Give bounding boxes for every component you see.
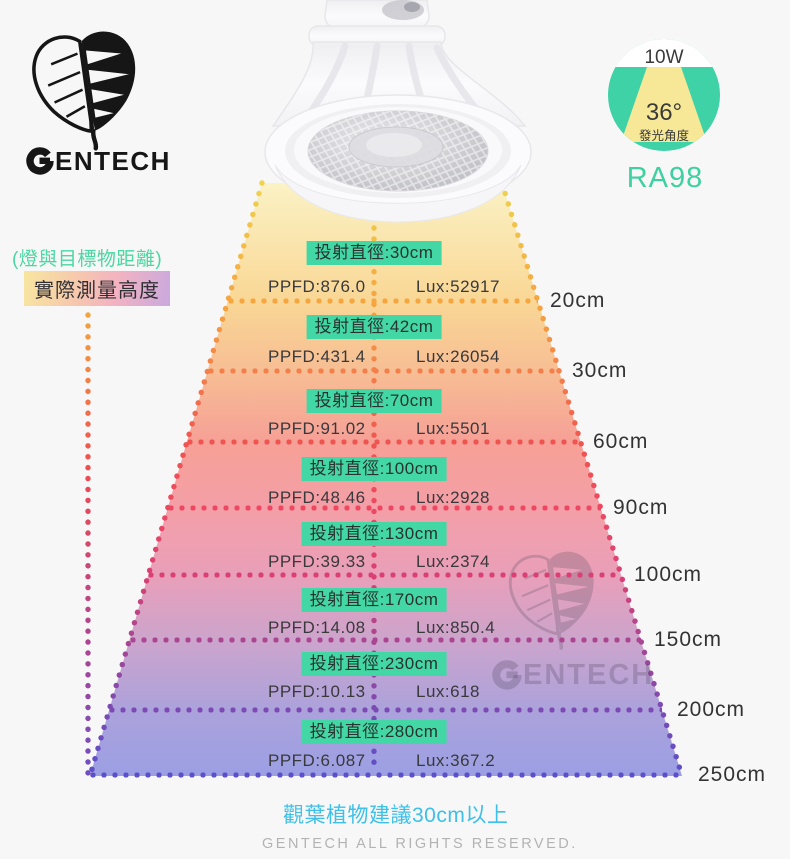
watermark-leaf-icon xyxy=(504,548,605,650)
cri-label: RA98 xyxy=(626,162,704,194)
lux-value: Lux:2374 xyxy=(416,552,490,571)
lux-value: Lux:5501 xyxy=(416,419,490,438)
distance-label: 250cm xyxy=(698,763,767,786)
advice-text: 觀葉植物建議30cm以上 xyxy=(283,804,509,827)
distance-label: 100cm xyxy=(634,563,703,586)
projection-diameter-badge: 投射直徑:130cm xyxy=(301,522,447,546)
led-bulb-illustration xyxy=(264,0,532,223)
brand-wordmark-text: ENTECH xyxy=(55,146,171,176)
distance-dotted-line xyxy=(148,572,621,578)
copyright-text: GENTECH ALL RIGHTS RESERVED. xyxy=(262,836,578,852)
spec-badge: 10W 36° 發光角度 xyxy=(608,38,720,151)
ppfd-value: PPFD:10.13 xyxy=(268,682,366,701)
ppfd-value: PPFD:876.0 xyxy=(268,277,366,296)
projection-diameter-badge: 投射直徑:70cm xyxy=(306,389,442,413)
distance-dotted-line xyxy=(168,505,601,511)
ppfd-value: PPFD:91.02 xyxy=(268,419,366,438)
lux-value: Lux:52917 xyxy=(416,277,500,296)
ppfd-value: PPFD:48.46 xyxy=(268,488,366,507)
lux-value: Lux:367.2 xyxy=(416,751,496,770)
projection-diameter-badge: 投射直徑:230cm xyxy=(301,652,447,676)
cone-left-edge-dotted-line xyxy=(87,180,265,779)
lux-value: Lux:850.4 xyxy=(416,618,496,637)
ppfd-value: PPFD:431.4 xyxy=(268,347,366,366)
distance-dotted-line xyxy=(187,439,581,445)
distance-label: 30cm xyxy=(572,359,628,382)
brand-wordmark: ENTECH xyxy=(26,147,171,175)
distance-label: 200cm xyxy=(677,698,746,721)
beam-angle-label: 發光角度 xyxy=(639,128,690,143)
lux-value: Lux:618 xyxy=(416,682,480,701)
distance-label: 20cm xyxy=(550,289,606,312)
wattage-label: 10W xyxy=(644,47,683,68)
projection-diameter-badge: 投射直徑:30cm xyxy=(306,241,442,265)
g-icon xyxy=(26,147,54,175)
projection-diameter-badge: 投射直徑:100cm xyxy=(301,457,447,481)
projection-diameter-badge: 投射直徑:42cm xyxy=(306,315,442,339)
beam-angle-value: 36° xyxy=(646,99,682,126)
lux-value: Lux:2928 xyxy=(416,488,490,507)
distance-dotted-line xyxy=(208,368,559,374)
ppfd-value: PPFD:6.087 xyxy=(268,751,366,770)
distance-note: (燈與目標物距離) xyxy=(12,249,163,270)
watermark-wordmark: ENTECH xyxy=(492,660,654,690)
beam-angle-cone-icon xyxy=(621,67,707,142)
distance-label: 90cm xyxy=(613,496,669,519)
distance-label: 150cm xyxy=(654,628,723,651)
height-label: 實際測量高度 xyxy=(24,271,170,306)
distance-dotted-line xyxy=(90,772,682,778)
watermark-g-icon xyxy=(492,660,522,690)
distance-label: 60cm xyxy=(593,430,649,453)
distance-dotted-line xyxy=(228,298,538,304)
badge-top-cap xyxy=(615,38,713,67)
distance-dotted-line xyxy=(109,707,662,713)
bulb-bottom-lip xyxy=(274,164,522,223)
ppfd-value: PPFD:39.33 xyxy=(268,552,366,571)
distance-dotted-line xyxy=(130,637,641,643)
lux-value: Lux:26054 xyxy=(416,347,500,366)
projection-diameter-badge: 投射直徑:280cm xyxy=(301,720,447,744)
ppfd-value: PPFD:14.08 xyxy=(268,618,366,637)
projection-diameter-badge: 投射直徑:170cm xyxy=(301,588,447,612)
monstera-leaf-icon xyxy=(28,26,146,152)
